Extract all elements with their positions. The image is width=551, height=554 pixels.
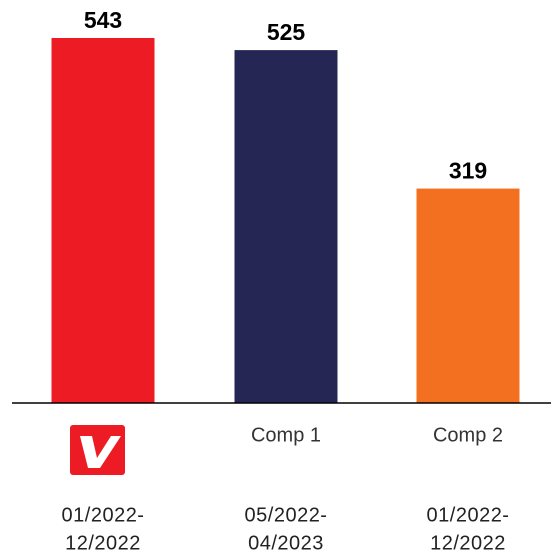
period-label: 04/2023	[248, 532, 324, 554]
x-tick-label: Comp 1	[251, 424, 321, 446]
period-label: 12/2022	[430, 532, 506, 554]
x-tick-label: Comp 2	[433, 424, 503, 446]
period-label: 05/2022-	[245, 504, 328, 526]
bar	[51, 38, 155, 403]
bar	[416, 188, 520, 403]
data-label: 543	[84, 7, 122, 33]
data-label: 319	[449, 158, 487, 184]
period-label: 12/2022	[65, 532, 141, 554]
bar	[234, 50, 338, 403]
brand-logo	[70, 425, 125, 475]
period-label: 01/2022-	[427, 504, 510, 526]
period-label: 01/2022-	[62, 504, 145, 526]
data-label: 525	[267, 19, 306, 45]
